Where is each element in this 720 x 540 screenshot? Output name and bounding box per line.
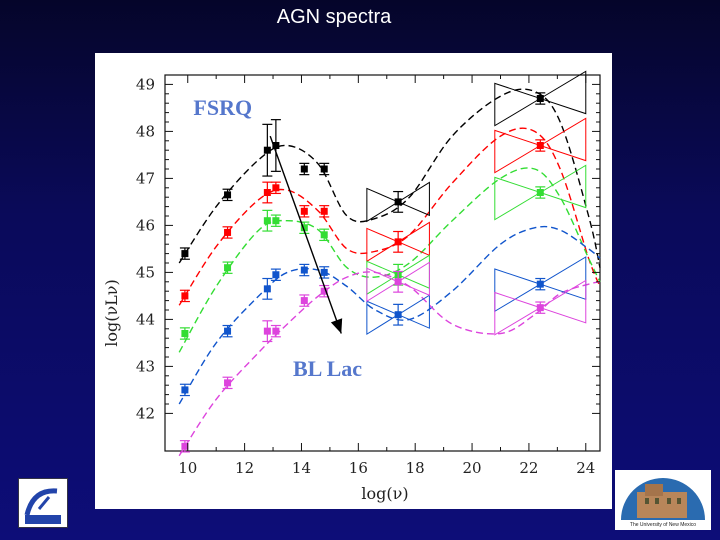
data-point — [536, 280, 544, 288]
data-point — [394, 198, 402, 206]
data-point — [320, 207, 328, 215]
data-point — [300, 297, 308, 305]
nrao-logo-icon — [18, 478, 68, 528]
data-point — [300, 207, 308, 215]
x-tick-label: 16 — [349, 459, 368, 477]
data-point — [300, 224, 308, 232]
data-point — [181, 250, 189, 258]
x-tick-label: 14 — [292, 459, 311, 477]
data-point — [394, 278, 402, 286]
data-point — [394, 311, 402, 319]
data-point — [263, 146, 271, 154]
data-point — [320, 231, 328, 239]
data-point — [272, 142, 280, 149]
data-point — [181, 330, 189, 337]
x-axis-title: log(ν) — [361, 484, 408, 503]
y-tick-label: 47 — [136, 169, 155, 187]
data-point — [272, 271, 280, 279]
data-point — [181, 292, 189, 300]
data-point — [181, 442, 189, 450]
y-tick-label: 48 — [136, 122, 155, 140]
sed-curve-4 — [178, 271, 601, 457]
y-tick-label: 46 — [136, 216, 155, 234]
data-point — [263, 327, 271, 335]
data-point — [224, 379, 232, 387]
unm-logo-icon: The University of New Mexico — [615, 470, 711, 530]
data-point — [320, 268, 328, 276]
data-point — [263, 285, 271, 293]
data-point — [536, 304, 544, 312]
y-tick-label: 49 — [136, 75, 155, 93]
data-point — [272, 184, 280, 192]
data-point — [272, 327, 280, 335]
data-point — [300, 165, 308, 173]
x-tick-label: 18 — [406, 459, 425, 477]
data-point — [394, 238, 402, 246]
data-point — [536, 189, 544, 196]
sed-curve-2 — [178, 167, 601, 353]
data-point — [263, 189, 271, 196]
chart-panel: 10 12 14 16 18 20 22 24 42 43 44 45 46 47 48 49 log(ν) … — [95, 53, 612, 509]
y-tick-label: 44 — [136, 310, 155, 328]
data-point — [320, 287, 328, 295]
x-tick-label: 20 — [463, 459, 482, 477]
data-point — [224, 264, 232, 272]
sed-curve-0 — [178, 88, 601, 268]
annotation-fsrq: FSRQ — [193, 95, 252, 120]
data-point — [263, 217, 271, 225]
y-tick-label: 43 — [136, 357, 155, 375]
slide-title: AGN spectra — [276, 6, 392, 28]
data-point — [536, 142, 544, 149]
unm-logo-caption: The University of New Mexico — [629, 522, 697, 528]
data-point — [224, 191, 232, 199]
data-point — [224, 327, 232, 335]
x-tick-label: 24 — [576, 459, 595, 477]
y-tick-label: 42 — [136, 404, 155, 422]
data-point — [272, 217, 280, 225]
data-point — [536, 95, 544, 102]
x-tick-label: 22 — [519, 459, 538, 477]
data-point — [320, 165, 328, 173]
x-tick-label: 12 — [235, 459, 254, 477]
trend-arrow-head — [330, 318, 343, 334]
annotation-bl-lac: BL Lac — [293, 356, 362, 381]
data-point — [224, 228, 232, 236]
y-tick-label: 45 — [136, 263, 155, 281]
x-tick-label: 10 — [178, 459, 197, 477]
data-point — [300, 266, 308, 274]
sed-curve-3 — [178, 225, 601, 405]
trend-arrow-line — [269, 135, 342, 334]
y-axis-title: log(νLν) — [102, 279, 121, 347]
data-point — [181, 386, 189, 394]
